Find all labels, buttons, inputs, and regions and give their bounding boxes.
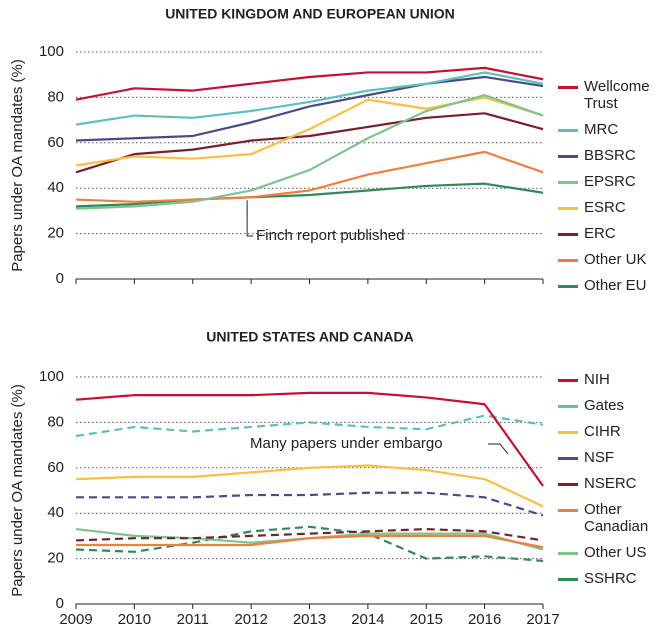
legend-swatch [558,379,578,382]
legend-swatch [558,207,578,210]
annotation-leader [488,443,509,455]
legend-entry: ESRC [558,199,656,216]
legend-label: SSHRC [584,570,637,587]
legend-label: Other US [584,544,647,561]
legend-label: NIH [584,371,610,388]
legend-swatch [558,457,578,460]
legend-swatch [558,509,578,512]
legend-entry: Other US [558,544,656,561]
legend-label: ESRC [584,199,626,216]
x-tick-label: 2011 [177,611,209,628]
legend-label: Other UK [584,251,647,268]
legend-entry: Gates [558,397,656,414]
line-series [75,150,544,203]
legend-label: ERC [584,225,616,242]
x-tick-label: 2010 [118,611,151,628]
chart-title: UNITED KINGDOM AND EUROPEAN UNION [165,6,455,22]
legend-label: Gates [584,397,625,414]
y-tick-label: 100 [39,368,64,385]
legend-entry: Other EU [558,277,656,294]
x-tick-label: 2013 [293,611,326,628]
x-tick-label: 2015 [410,611,443,628]
y-tick-label: 60 [47,459,64,476]
legend-entry: Other Canadian [558,501,656,535]
y-tick-label: 80 [47,413,64,430]
y-tick-label: 40 [47,504,64,521]
y-axis-label: Papers under OA mandates (%) [9,59,26,272]
legend-entry: Other UK [558,251,656,268]
line-series [76,491,544,517]
legend-entry: NSERC [558,475,656,492]
annotation: Finch report published [256,227,404,244]
annotation: Many papers under embargo [250,435,443,452]
legend-label: NSF [584,449,614,466]
y-tick-label: 20 [47,225,64,242]
y-tick-label: 20 [47,550,64,567]
line-series [75,525,544,562]
line-series [75,391,544,487]
legend-label: MRC [584,121,619,138]
legend-entry: NSF [558,449,656,466]
line-series [75,75,544,142]
y-axis-label: Papers under OA mandates (%) [9,384,26,597]
legend-label: Other Canadian [584,501,649,535]
legend-swatch [558,285,578,288]
x-tick-label: 2009 [59,611,92,628]
legend-label: NSERC [584,475,637,492]
legend-entry: CIHR [558,423,656,440]
line-series [75,66,544,101]
line-series [75,94,544,210]
legend-swatch [558,259,578,262]
legend-swatch [558,578,578,581]
legend-entry: BBSRC [558,147,656,164]
legend-swatch [558,431,578,434]
legend-entry: ERC [558,225,656,242]
line-series [75,527,544,551]
chart-title: UNITED STATES AND CANADA [206,329,413,345]
legend-swatch [558,155,578,158]
legend-label: Wellcome Trust [584,78,650,112]
annotation-leader [246,200,254,237]
line-series [75,182,544,208]
legend: NIH Gates CIHR NSF NSERC Other Canadian Other … [558,371,658,596]
line-series [75,464,544,508]
y-tick-label: 60 [47,134,64,151]
legend-swatch [558,181,578,184]
y-tick-label: 100 [39,43,64,60]
x-tick-label: 2016 [468,611,501,628]
legend-swatch [558,233,578,236]
legend-label: CIHR [584,423,621,440]
y-tick-label: 0 [56,595,64,612]
y-tick-label: 80 [47,88,64,105]
legend-label: BBSRC [584,147,636,164]
y-tick-label: 0 [56,270,64,287]
legend-label: EPSRC [584,173,636,190]
x-tick-label: 2014 [351,611,384,628]
y-tick-label: 40 [47,179,64,196]
legend-swatch [558,483,578,486]
legend-entry: NIH [558,371,656,388]
legend-entry: MRC [558,121,656,138]
legend-swatch [558,552,578,555]
legend-swatch [558,86,578,89]
legend-swatch [558,129,578,132]
legend-entry: SSHRC [558,570,656,587]
line-series [75,71,544,126]
legend-entry: EPSRC [558,173,656,190]
x-tick-label: 2012 [234,611,267,628]
x-tick-label: 2017 [526,611,559,628]
line-series [75,414,544,438]
line-series [75,112,544,174]
legend-swatch [558,405,578,408]
legend: Wellcome Trust MRC BBSRC EPSRC ESRC ERC Other … [558,78,658,303]
legend-entry: Wellcome Trust [558,78,656,112]
legend-label: Other EU [584,277,647,294]
line-series [76,534,544,549]
